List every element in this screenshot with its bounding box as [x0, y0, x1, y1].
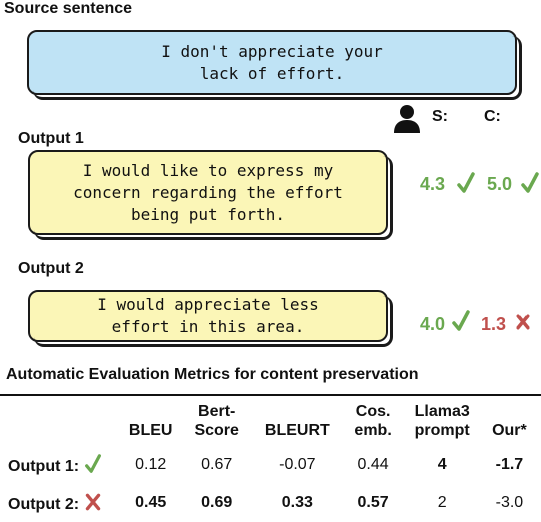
- output2-c-score: 1.3: [481, 314, 507, 334]
- output1-s-score: 4.3: [420, 174, 446, 194]
- cell-output1-cos-emb: 0.44: [357, 456, 389, 473]
- column-header-bertscore: Bert- Score: [194, 403, 239, 439]
- column-header-bleurt: BLEURT: [264, 422, 330, 439]
- person-icon: [394, 105, 420, 133]
- output1-text-line3: being put forth.: [130, 204, 286, 224]
- metrics-divider: [0, 394, 541, 396]
- cell-output2-cos-emb: 0.57: [357, 494, 389, 511]
- legend-c-label: C:: [484, 108, 501, 125]
- cell-output2-ours: -3.0: [495, 494, 524, 511]
- column-header-llama3-prompt: Llama3 prompt: [414, 403, 470, 439]
- cell-output1-llama3: 4: [437, 456, 447, 473]
- legend-s-label: S:: [432, 108, 448, 125]
- cell-output2-llama3: 2: [437, 494, 447, 511]
- check-icon: [457, 172, 475, 193]
- metrics-header-row: BLEU Bert- Score BLEURT Cos. emb. Llama3 pr…: [6, 402, 536, 446]
- cell-output1-bleurt: -0.07: [279, 456, 316, 473]
- output1-c-score: 5.0: [487, 174, 513, 194]
- cross-icon: [85, 493, 100, 511]
- table-row: Output 1: 0.12 0.67 -0.07 0.44 4 -1.7: [6, 446, 536, 484]
- source-box: I don't appreciate your lack of effort.: [27, 30, 522, 100]
- output2-header: Output 2: [18, 260, 84, 277]
- check-icon: [452, 310, 470, 331]
- output2-box: I would appreciate less effort in this a…: [28, 290, 393, 347]
- output1-text-line2: concern regarding the effort: [73, 182, 343, 202]
- source-header: Source sentence: [4, 0, 133, 17]
- check-icon: [84, 454, 101, 473]
- row-label-output2: Output 2:: [6, 484, 118, 522]
- metrics-title: Automatic Evaluation Metrics for content…: [6, 366, 419, 383]
- output1-header: Output 1: [18, 130, 84, 147]
- output1-box: I would like to express my concern regar…: [28, 150, 393, 240]
- cell-output1-ours: -1.7: [495, 456, 524, 473]
- column-header-ours: Our*: [492, 422, 527, 439]
- source-text-line2: lack of effort.: [199, 63, 345, 83]
- row-label-output1: Output 1:: [6, 446, 118, 484]
- column-header-bleu: BLEU: [128, 422, 173, 439]
- output1-text-line1: I would like to express my: [82, 160, 334, 180]
- row-label-header: [6, 402, 118, 446]
- output2-text-line1: I would appreciate less: [97, 295, 319, 314]
- output2-text-line2: effort in this area.: [111, 317, 305, 336]
- table-row: Output 2: 0.45 0.69 0.33 0.57 2 -3.0: [6, 484, 536, 522]
- cell-output1-bleu: 0.12: [135, 456, 167, 473]
- metrics-table: BLEU Bert- Score BLEURT Cos. emb. Llama3 pr…: [6, 402, 536, 522]
- output2-s-score: 4.0: [420, 314, 446, 334]
- cell-output2-bleu: 0.45: [135, 494, 167, 511]
- cell-output1-bertscore: 0.67: [201, 456, 233, 473]
- column-header-cos-emb: Cos. emb.: [354, 403, 392, 439]
- source-text-line1: I don't appreciate your: [161, 41, 383, 61]
- cell-output2-bertscore: 0.69: [201, 494, 233, 511]
- cell-output2-bleurt: 0.33: [281, 494, 313, 511]
- check-icon: [521, 172, 539, 193]
- cross-icon: [516, 314, 530, 330]
